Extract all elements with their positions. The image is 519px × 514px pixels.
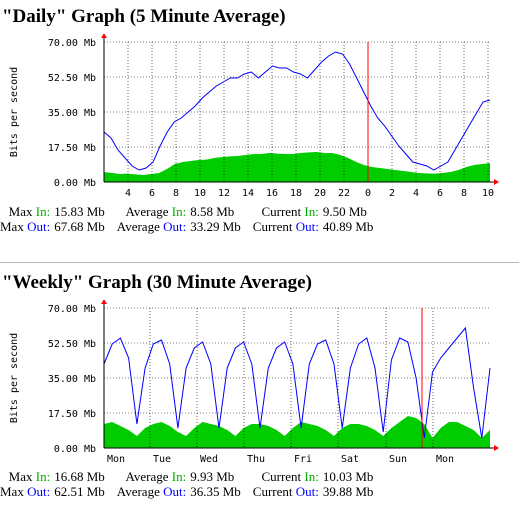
x-axis-arrow [494,179,499,185]
x-tick-label: Thu [247,454,265,465]
daily-cur-out-word: Out: [295,219,319,234]
daily-max-out-word: Out: [27,219,51,234]
y-axis-label: Bits per second [9,67,20,157]
weekly-max-in-word: In: [35,469,51,484]
daily-max-out-label: Max [0,219,24,234]
daily-cur-out-label: Current [252,219,293,234]
x-tick-label: Fri [294,454,312,465]
weekly-graph: 0.00 Mb 17.50 Mb 35.00 Mb 52.50 Mb 70.00 Mb B… [0,300,519,468]
daily-graph-chart: 0.00 Mb 17.50 Mb 35.00 Mb 52.50 Mb 70.00 Mb B… [9,34,499,199]
daily-avg-out-word: Out: [163,219,187,234]
weekly-cur-in-label: Current [261,469,302,484]
weekly-graph-chart: 0.00 Mb 17.50 Mb 35.00 Mb 52.50 Mb 70.00 Mb B… [9,300,499,465]
daily-max-out-value: 67.68 Mb [54,219,105,234]
y-tick-label: 52.50 Mb [48,73,96,84]
y-tick-label: 0.00 Mb [54,444,96,455]
weekly-cur-out-value: 39.88 Mb [322,484,374,499]
weekly-graph-title: "Weekly" Graph (30 Minute Average) [2,272,312,293]
daily-avg-out-label: Average [116,219,160,234]
x-tick-label: 14 [242,188,254,199]
weekly-max-in-value: 16.68 Mb [54,469,105,484]
weekly-max-out-value: 62.51 Mb [54,484,105,499]
weekly-stats-in-row: Max In: 16.68 Mb Average In: 9.93 Mb Cur… [0,469,385,484]
x-tick-label: 10 [482,188,494,199]
y-tick-label: 17.50 Mb [48,409,96,420]
x-tick-label: 20 [314,188,326,199]
weekly-max-in-label: Max [8,469,33,484]
weekly-avg-out-label: Average [116,484,160,499]
y-tick-label: 52.50 Mb [48,339,96,350]
weekly-avg-in-word: In: [171,469,187,484]
weekly-stats-table: Max In: 16.68 Mb Average In: 9.93 Mb Cur… [0,469,385,499]
in-traffic-area [104,416,490,448]
y-tick-label: 17.50 Mb [48,143,96,154]
x-tick-label: Mon [436,454,454,465]
weekly-stats-out-row: Max Out: 62.51 Mb Average Out: 36.35 Mb … [0,484,385,499]
weekly-max-out-label: Max [0,484,24,499]
x-tick-label: 18 [290,188,302,199]
daily-cur-out-value: 40.89 Mb [322,219,374,234]
weekly-avg-in-label: Average [125,469,169,484]
y-tick-label: 35.00 Mb [48,108,96,119]
x-tick-label: Sat [341,454,359,465]
daily-max-in-value: 15.83 Mb [54,204,105,219]
daily-avg-out-value: 33.29 Mb [190,219,241,234]
x-tick-label: 4 [125,188,131,199]
daily-stats-out-row: Max Out: 67.68 Mb Average Out: 33.29 Mb … [0,219,385,234]
daily-graph-title: "Daily" Graph (5 Minute Average) [2,6,286,27]
y-tick-label: 70.00 Mb [48,38,96,49]
x-tick-label: 22 [338,188,350,199]
daily-avg-in-label: Average [125,204,169,219]
out-traffic-line [103,51,491,171]
x-axis-arrow [494,445,499,451]
daily-graph: 0.00 Mb 17.50 Mb 35.00 Mb 52.50 Mb 70.00 Mb B… [0,34,519,202]
daily-avg-in-value: 8.58 Mb [190,204,235,219]
weekly-avg-in-value: 9.93 Mb [190,469,235,484]
x-tick-label: 10 [194,188,206,199]
x-tick-label: Wed [200,454,218,465]
y-tick-label: 0.00 Mb [54,178,96,189]
daily-cur-in-label: Current [261,204,302,219]
weekly-avg-out-word: Out: [163,484,187,499]
x-tick-label: 16 [266,188,278,199]
y-axis-label: Bits per second [9,333,20,423]
weekly-cur-in-word: In: [304,469,319,484]
section-divider [0,262,519,263]
y-axis-arrow [101,300,107,304]
daily-avg-in-word: In: [171,204,187,219]
y-axis-arrow [101,34,107,38]
weekly-avg-out-value: 36.35 Mb [190,484,241,499]
x-tick-label: 6 [437,188,443,199]
out-traffic-line [103,326,491,439]
x-tick-label: 8 [173,188,179,199]
x-tick-label: 6 [149,188,155,199]
x-tick-label: 12 [218,188,230,199]
weekly-cur-in-value: 10.03 Mb [322,469,374,484]
daily-stats-in-row: Max In: 15.83 Mb Average In: 8.58 Mb Cur… [0,204,385,219]
y-tick-label: 70.00 Mb [48,304,96,315]
x-tick-label: 2 [389,188,395,199]
x-tick-label: 8 [461,188,467,199]
in-traffic-area [104,152,490,182]
weekly-cur-out-word: Out: [295,484,319,499]
weekly-cur-out-label: Current [252,484,293,499]
daily-cur-in-value: 9.50 Mb [322,204,367,219]
x-tick-label: 4 [413,188,419,199]
x-tick-label: Sun [389,454,407,465]
daily-max-in-word: In: [35,204,51,219]
x-tick-label: Mon [107,454,125,465]
weekly-max-out-word: Out: [27,484,51,499]
daily-max-in-label: Max [8,204,33,219]
daily-stats-table: Max In: 15.83 Mb Average In: 8.58 Mb Cur… [0,204,385,234]
daily-cur-in-word: In: [304,204,319,219]
x-tick-label: 0 [365,188,371,199]
x-tick-label: Tue [153,454,171,465]
y-tick-label: 35.00 Mb [48,374,96,385]
